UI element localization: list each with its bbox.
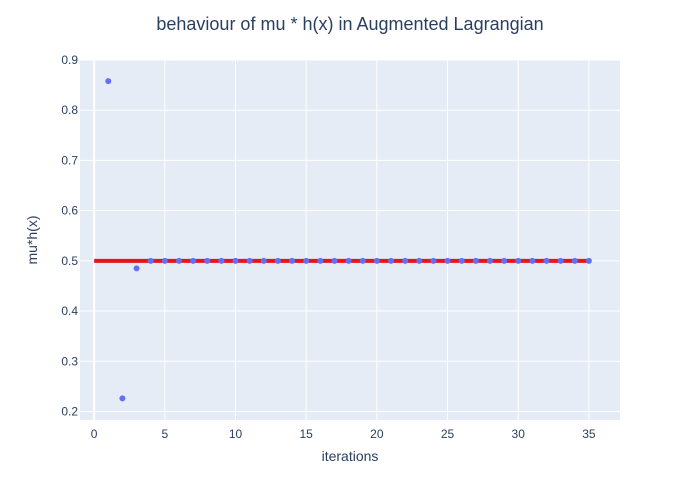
data-point (232, 257, 239, 264)
data-point (147, 257, 154, 264)
y-tick-label: 0.9 (61, 53, 78, 67)
data-point (175, 257, 182, 264)
data-point (430, 257, 437, 264)
data-point (161, 257, 168, 264)
data-point (515, 257, 522, 264)
x-tick-label: 10 (229, 427, 243, 441)
data-point (274, 257, 281, 264)
data-point (486, 257, 493, 264)
y-tick-label: 0.6 (61, 204, 78, 218)
data-point (260, 257, 267, 264)
x-axis-title: iterations (322, 448, 379, 464)
data-point (402, 257, 409, 264)
data-point (218, 257, 225, 264)
data-point (585, 257, 592, 264)
data-point (331, 257, 338, 264)
data-point (543, 257, 550, 264)
data-point (289, 257, 296, 264)
data-point (501, 257, 508, 264)
data-point (571, 257, 578, 264)
data-point (472, 257, 479, 264)
data-point (246, 257, 253, 264)
data-point (529, 257, 536, 264)
x-tick-label: 0 (91, 427, 98, 441)
data-point (387, 257, 394, 264)
data-point (345, 257, 352, 264)
y-tick-label: 0.7 (61, 153, 78, 167)
tick-labels: 0 5 10 15 20 25 30 35 0.2 0.3 0.4 0.5 0.6 0.7 0.8 0.9 (61, 53, 596, 441)
y-tick-label: 0.4 (61, 304, 78, 318)
data-point (133, 265, 140, 272)
data-point (458, 257, 465, 264)
x-tick-label: 15 (299, 427, 313, 441)
chart-title: behaviour of mu * h(x) in Augmented Lagr… (156, 14, 543, 34)
x-tick-label: 30 (512, 427, 526, 441)
y-tick-label: 0.8 (61, 103, 78, 117)
x-tick-label: 5 (161, 427, 168, 441)
y-tick-label: 0.3 (61, 354, 78, 368)
x-tick-label: 20 (370, 427, 384, 441)
data-point (303, 257, 310, 264)
y-tick-label: 0.2 (61, 404, 78, 418)
data-point (557, 257, 564, 264)
x-tick-label: 35 (582, 427, 596, 441)
x-tick-label: 25 (441, 427, 455, 441)
data-point (190, 257, 197, 264)
y-tick-label: 0.5 (61, 254, 78, 268)
data-point (204, 257, 211, 264)
grid (80, 59, 620, 420)
data-point (359, 257, 366, 264)
plot-area (80, 60, 620, 420)
data-point (444, 257, 451, 264)
data-point (317, 257, 324, 264)
data-point (119, 395, 126, 402)
series (94, 78, 592, 402)
data-point (416, 257, 423, 264)
data-point (105, 78, 112, 85)
y-axis-title: mu*h(x) (24, 215, 40, 264)
data-point (373, 257, 380, 264)
